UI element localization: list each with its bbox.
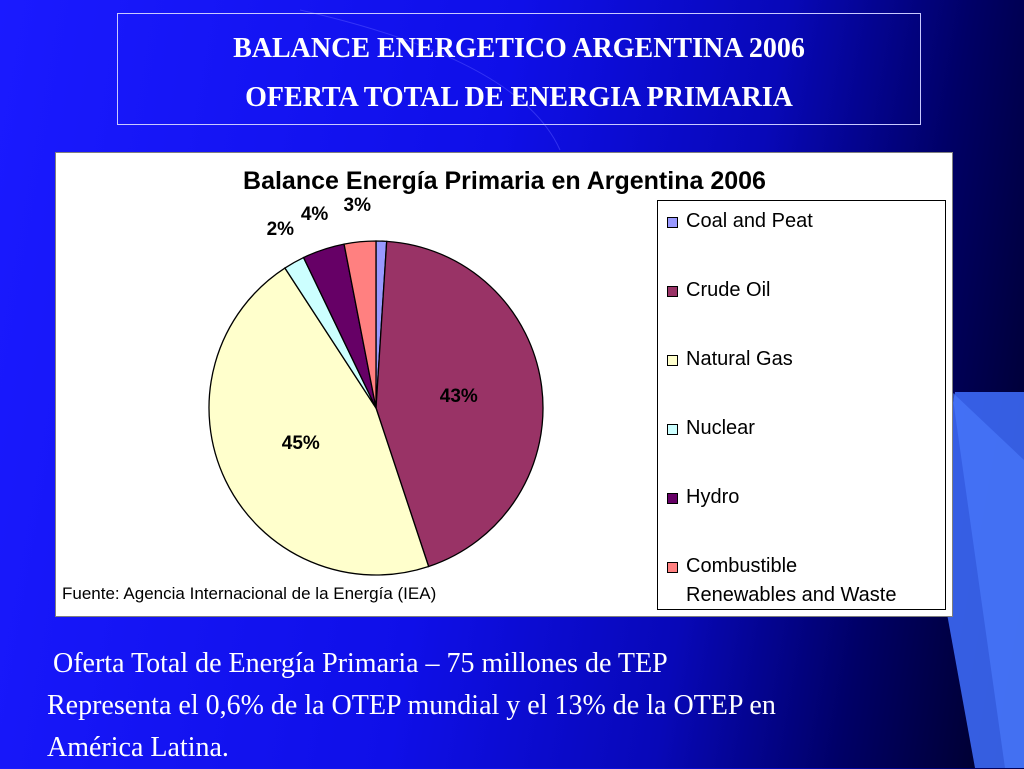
legend-label: Nuclear	[686, 417, 755, 439]
slide-footnote: Oferta Total de Energía Primaria – 75 mi…	[47, 643, 1022, 769]
legend-swatch	[667, 217, 678, 228]
legend-swatch	[667, 562, 678, 573]
legend-label: Coal and Peat	[686, 210, 813, 232]
footnote-line-2: Representa el 0,6% de la OTEP mundial y …	[47, 690, 776, 721]
chart-title: Balance Energía Primaria en Argentina 20…	[243, 167, 766, 195]
legend-label: Hydro	[686, 486, 740, 508]
footnote-line-3: América Latina.	[47, 732, 229, 763]
legend-label: Natural Gas	[686, 348, 793, 370]
pie-slice-natural-gas	[208, 267, 430, 576]
pie-label-hydro: 4%	[300, 203, 329, 225]
footnote-line-1: Oferta Total de Energía Primaria – 75 mi…	[53, 648, 668, 679]
slide-title: BALANCE ENERGETICO ARGENTINA 2006	[233, 33, 805, 64]
legend-swatch	[667, 286, 678, 297]
legend-label: Combustible Renewables and Waste	[686, 555, 897, 606]
slide-title-box: BALANCE ENERGETICO ARGENTINA 2006 OFERTA…	[117, 13, 921, 125]
legend-swatch	[667, 493, 678, 504]
slide-subtitle: OFERTA TOTAL DE ENERGIA PRIMARIA	[245, 82, 793, 113]
pie-label-natural-gas: 45%	[281, 433, 320, 455]
pie-label-combustible-renewables-and-waste: 3%	[343, 194, 371, 216]
chart-source: Fuente: Agencia Internacional de la Ener…	[62, 584, 437, 603]
pie-label-crude-oil: 43%	[439, 386, 478, 408]
chart-legend: Coal and Peat Crude Oil Natural Gas Nuclear…	[657, 200, 946, 610]
legend-swatch	[667, 424, 678, 435]
pie-label-nuclear: 2%	[266, 219, 295, 241]
pie-slice-crude-oil	[375, 240, 544, 568]
pie-slice-combustible-renewables-and-waste	[343, 240, 377, 409]
legend-swatch	[667, 355, 678, 366]
chart-panel: Balance Energía Primaria en Argentina 20…	[55, 152, 953, 617]
legend-label: Crude Oil	[686, 279, 771, 301]
pie-chart	[208, 240, 544, 576]
